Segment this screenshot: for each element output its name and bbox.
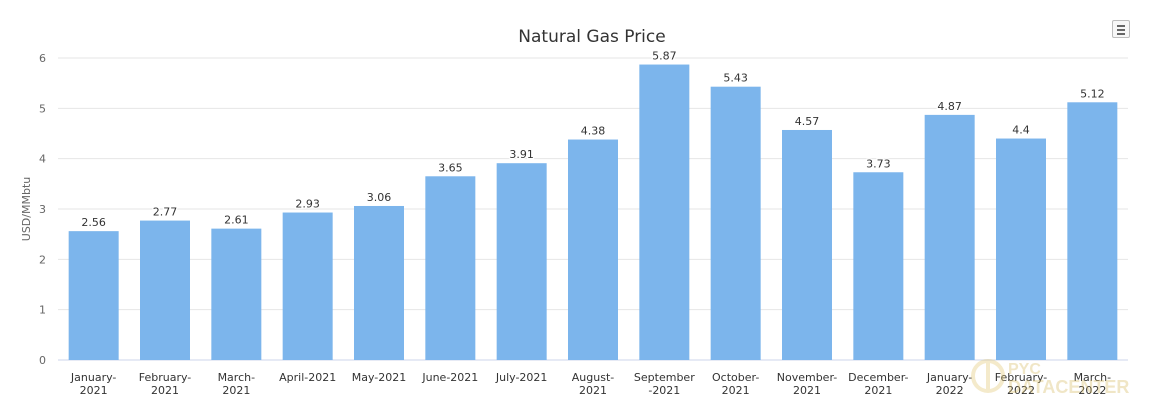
x-tick-label: September	[634, 371, 695, 384]
bar-value-label: 4.38	[581, 125, 606, 138]
menu-line-icon	[1117, 25, 1125, 27]
y-axis-label: USD/MMbtu	[20, 177, 33, 241]
x-tick-label: 2021	[722, 384, 750, 397]
x-tick-label: 2022	[1007, 384, 1035, 397]
bar-value-label: 5.87	[652, 50, 677, 63]
bar	[282, 212, 333, 360]
x-tick-label: January-	[926, 371, 973, 384]
x-tick-label: February-	[995, 371, 1048, 384]
bar-value-label: 4.4	[1012, 124, 1030, 137]
x-tick-label: 2022	[1078, 384, 1106, 397]
bar	[354, 205, 404, 360]
x-tick-label: 2021	[793, 384, 821, 397]
bar-value-label: 5.12	[1080, 87, 1105, 100]
chart-title: Natural Gas Price	[518, 27, 665, 47]
x-tick-label: March-	[1074, 371, 1112, 384]
x-tick-label: October-	[712, 371, 759, 384]
bar	[68, 231, 119, 360]
bar	[996, 138, 1046, 360]
x-tick-label: April-2021	[279, 371, 336, 384]
x-tick-label: March-	[218, 371, 256, 384]
bar	[140, 220, 190, 360]
bar-value-label: 4.87	[937, 100, 962, 113]
bar	[496, 163, 547, 360]
x-tick-label: December-	[848, 371, 908, 384]
bar-value-label: 3.65	[438, 161, 463, 174]
bar	[211, 228, 262, 360]
bar-value-label: 5.43	[723, 72, 748, 85]
bar-value-label: 4.57	[795, 115, 820, 128]
y-tick-label: 5	[39, 102, 46, 115]
bar-value-label: 3.73	[866, 157, 891, 170]
y-tick-label: 3	[39, 203, 46, 216]
y-tick-label: 6	[39, 52, 46, 65]
bar-value-label: 3.06	[367, 191, 392, 204]
y-tick-label: 2	[39, 253, 46, 266]
bar	[924, 114, 975, 360]
menu-line-icon	[1117, 29, 1125, 31]
chart-menu-button[interactable]	[1112, 20, 1130, 38]
y-tick-label: 0	[39, 354, 46, 367]
x-tick-label: 2021	[579, 384, 607, 397]
x-tick-label: 2021	[222, 384, 250, 397]
x-tick-label: May-2021	[352, 371, 407, 384]
bar	[710, 86, 761, 360]
bar-value-label: 2.77	[153, 206, 178, 219]
x-tick-label: 2021	[80, 384, 108, 397]
x-tick-label: November-	[777, 371, 838, 384]
bar	[782, 129, 832, 360]
x-tick-label: July-2021	[495, 371, 548, 384]
x-tick-label: 2021	[864, 384, 892, 397]
x-tick-label: August-	[572, 371, 614, 384]
bar	[1067, 102, 1118, 360]
x-tick-label: January-	[70, 371, 117, 384]
bar-value-label: 2.56	[81, 216, 106, 229]
x-tick-label: 2021	[151, 384, 179, 397]
bar	[853, 172, 904, 360]
bar-value-label: 2.93	[295, 198, 320, 211]
x-tick-label: -2021	[648, 384, 680, 397]
bar-value-label: 3.91	[509, 148, 534, 161]
y-tick-label: 4	[39, 153, 46, 166]
bar	[425, 176, 476, 360]
x-tick-label: February-	[139, 371, 192, 384]
x-tick-label: 2022	[936, 384, 964, 397]
menu-line-icon	[1117, 33, 1125, 35]
y-tick-label: 1	[39, 304, 46, 317]
bar-value-label: 2.61	[224, 214, 249, 227]
x-tick-label: June-2021	[421, 371, 478, 384]
bar	[568, 139, 618, 360]
bar	[639, 64, 690, 360]
